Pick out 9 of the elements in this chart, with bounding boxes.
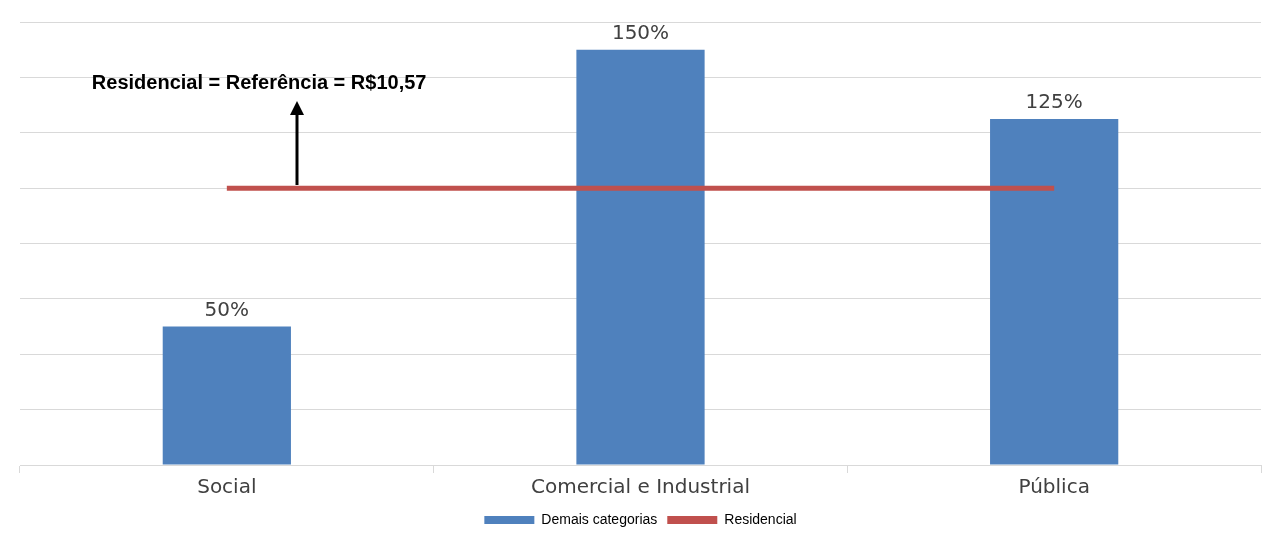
x-tick-label: Pública — [1018, 474, 1090, 499]
x-tick-label: Social — [197, 474, 257, 499]
annotation: Residencial = Referência = R$10,57 — [91, 70, 427, 93]
x-tick-label: Comercial e Industrial — [531, 474, 750, 499]
data-label: 150% — [611, 19, 670, 44]
data-label: 50% — [204, 296, 250, 321]
legend-label: Demais categorias — [541, 510, 658, 527]
legend-label: Residencial — [724, 510, 797, 527]
data-label: 125% — [1025, 89, 1083, 114]
